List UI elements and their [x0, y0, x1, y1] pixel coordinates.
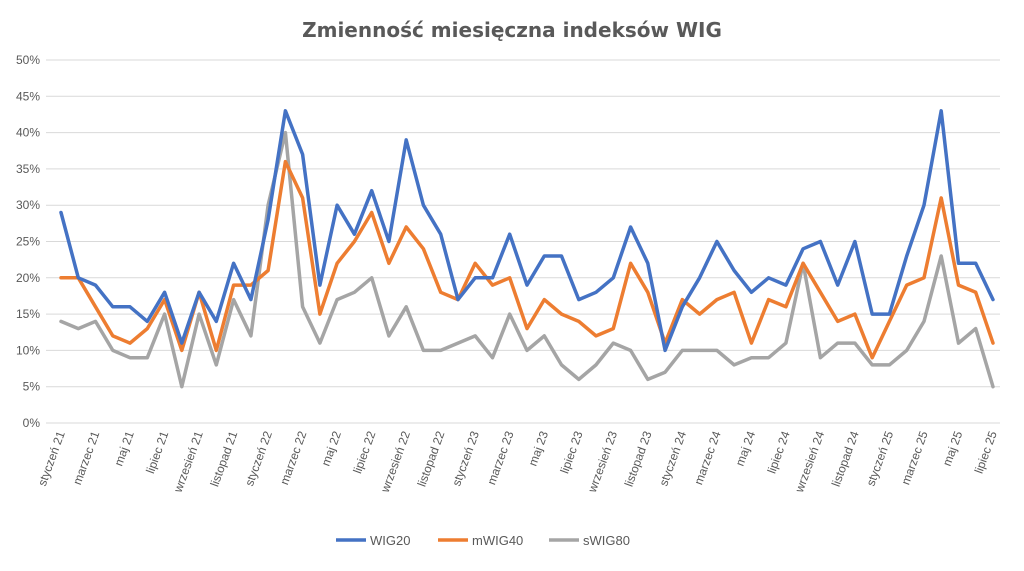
x-tick-label: listopad 23 [622, 429, 655, 489]
x-tick-label: lipiec 23 [557, 429, 585, 475]
x-tick-label: styczeń 25 [863, 429, 896, 488]
legend-item-swig80: sWIG80 [549, 533, 630, 548]
x-tick-label: styczeń 21 [35, 429, 68, 488]
series-line-mwig40 [59, 159, 995, 360]
x-tick-label: marzec 22 [277, 429, 309, 487]
y-tick-label: 40% [16, 126, 40, 140]
y-tick-label: 25% [16, 235, 40, 249]
x-tick-label: marzec 21 [70, 429, 102, 487]
x-tick-label: wrzesień 21 [170, 429, 206, 495]
x-tick-label: lipiec 24 [764, 429, 792, 475]
y-tick-label: 5% [23, 380, 41, 394]
x-tick-label: marzec 24 [691, 429, 723, 487]
x-tick-label: wrzesień 23 [585, 429, 621, 495]
y-tick-label: 35% [16, 162, 40, 176]
x-tick-label: marzec 25 [898, 429, 930, 487]
x-tick-label: wrzesień 24 [792, 429, 828, 495]
series-layer [59, 109, 995, 389]
x-tick-label: maj 21 [111, 429, 137, 468]
legend-item-wig20: WIG20 [336, 533, 410, 548]
x-tick-label: lipiec 21 [143, 429, 171, 475]
y-tick-label: 20% [16, 271, 40, 285]
x-tick-label: maj 22 [318, 429, 344, 468]
legend-label: mWIG40 [472, 533, 523, 548]
legend: WIG20 mWIG40 sWIG80 [336, 533, 630, 548]
x-tick-label: styczeń 23 [449, 429, 482, 488]
x-tick-label: maj 23 [526, 429, 552, 468]
x-axis: styczeń 21 marzec 21 maj 21 lipiec 21 wrzesi… [35, 429, 1000, 495]
y-tick-label: 15% [16, 307, 40, 321]
x-tick-label: lipiec 25 [972, 429, 1000, 475]
x-tick-label: listopad 24 [829, 429, 862, 489]
x-tick-label: styczeń 22 [242, 429, 275, 488]
y-tick-label: 45% [16, 89, 40, 103]
x-tick-label: lipiec 22 [350, 429, 378, 475]
x-tick-label: styczeń 24 [656, 429, 689, 488]
x-tick-label: maj 24 [733, 429, 759, 468]
y-axis: 0% 5% 10% 15% 20% 25% 30% 35% 40% 45% 50% [16, 53, 40, 430]
x-tick-label: listopad 22 [415, 429, 448, 489]
x-tick-label: listopad 21 [207, 429, 240, 489]
x-tick-label: marzec 23 [484, 429, 516, 487]
series-line-swig80 [59, 130, 995, 389]
y-tick-label: 50% [16, 53, 40, 67]
series-line-wig20 [59, 109, 995, 353]
x-tick-label: wrzesień 22 [378, 429, 414, 495]
y-tick-label: 0% [23, 416, 41, 430]
y-tick-label: 30% [16, 198, 40, 212]
legend-item-mwig40: mWIG40 [438, 533, 523, 548]
legend-label: WIG20 [370, 533, 410, 548]
grid-layer [46, 59, 1000, 424]
chart-title: Zmienność miesięczna indeksów WIG [302, 18, 722, 42]
x-tick-label: maj 25 [940, 429, 966, 468]
legend-label: sWIG80 [583, 533, 630, 548]
y-tick-label: 10% [16, 343, 40, 357]
